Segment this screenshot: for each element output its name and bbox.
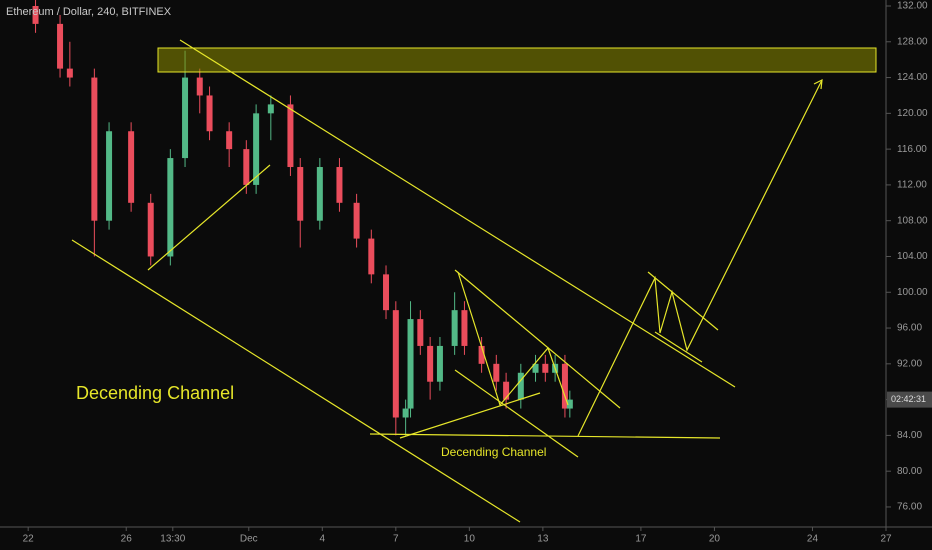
x-tick-label: Dec xyxy=(240,534,258,545)
y-tick-label: 108.00 xyxy=(897,215,928,226)
x-tick-label: 13 xyxy=(537,534,549,545)
candle-body xyxy=(417,319,424,346)
x-tick-label: 22 xyxy=(23,534,35,545)
countdown: 02:42:31 xyxy=(891,394,926,404)
candle-body xyxy=(383,274,390,311)
annotation: Decending Channel xyxy=(76,383,234,403)
x-tick-label: 26 xyxy=(121,534,133,545)
candle-body xyxy=(32,5,39,24)
candle-body xyxy=(167,158,174,257)
candle-body xyxy=(196,77,203,96)
candle-body xyxy=(128,131,135,203)
x-tick-label: 17 xyxy=(635,534,647,545)
x-tick-label: 7 xyxy=(393,534,399,545)
candle-body xyxy=(353,202,360,239)
candle-body xyxy=(566,399,573,409)
candle-body xyxy=(493,363,500,382)
x-tick-label: 20 xyxy=(709,534,721,545)
candle-body xyxy=(461,310,468,346)
trend-line xyxy=(399,392,541,439)
trend-line xyxy=(147,164,271,271)
candle-body xyxy=(243,149,250,185)
y-tick-label: 104.00 xyxy=(897,251,928,262)
wedge-upper xyxy=(454,269,621,409)
candle-body xyxy=(226,131,233,150)
channel-lower xyxy=(71,239,521,523)
annotation: Decending Channel xyxy=(441,445,546,459)
y-tick-label: 84.00 xyxy=(897,430,922,441)
pattern xyxy=(457,271,569,407)
y-tick-label: 128.00 xyxy=(897,36,928,47)
y-tick-label: 120.00 xyxy=(897,108,928,119)
candle-body xyxy=(561,363,568,409)
candle-body xyxy=(503,381,510,400)
y-tick-label: 76.00 xyxy=(897,502,922,513)
candle-body xyxy=(182,77,189,159)
y-tick-label: 124.00 xyxy=(897,72,928,83)
candle-body xyxy=(407,319,414,409)
price-label xyxy=(887,391,932,408)
candle-body xyxy=(532,363,539,373)
x-tick-label: 10 xyxy=(464,534,476,545)
drawings xyxy=(71,39,877,523)
y-tick-label: 132.00 xyxy=(897,1,928,12)
candle-body xyxy=(297,167,304,221)
x-tick-label: 24 xyxy=(807,534,819,545)
chart-title: Ethereum / Dollar, 240, BITFINEX xyxy=(6,6,172,18)
candle-body xyxy=(147,202,154,257)
candle-body xyxy=(57,23,64,69)
candle-body xyxy=(253,113,260,185)
candle-body xyxy=(478,345,485,364)
arrow-head xyxy=(813,78,823,90)
candle-body xyxy=(287,104,294,168)
x-tick-label: 27 xyxy=(880,534,892,545)
y-tick-label: 112.00 xyxy=(897,180,927,191)
x-tick-label: 4 xyxy=(320,534,326,545)
x-tick-label: 13:30 xyxy=(160,534,185,545)
candle-body xyxy=(66,68,73,78)
candle-body xyxy=(451,310,458,346)
candle-body xyxy=(517,372,524,400)
support-line xyxy=(369,433,721,439)
y-tick-label: 96.00 xyxy=(897,323,922,334)
candle-body xyxy=(436,345,443,382)
candle-body xyxy=(368,238,375,275)
channel-upper xyxy=(179,39,736,388)
flag-upper xyxy=(647,271,719,331)
y-tick-label: 116.00 xyxy=(897,144,927,155)
candle-body xyxy=(316,167,323,221)
flag-lower xyxy=(654,331,703,363)
candle-body xyxy=(402,408,409,418)
candle-body xyxy=(267,104,274,114)
candle-body xyxy=(206,95,213,132)
projection xyxy=(577,79,823,437)
candle-body xyxy=(392,310,399,418)
candle-body xyxy=(427,345,434,382)
y-tick-label: 92.00 xyxy=(897,358,922,369)
y-tick-label: 80.00 xyxy=(897,466,922,477)
wedge-lower xyxy=(454,369,579,458)
candle-body xyxy=(91,77,98,221)
candle-body xyxy=(542,363,549,373)
resistance-zone xyxy=(157,47,877,73)
candle-body xyxy=(336,167,343,203)
candles xyxy=(32,0,573,436)
candle-body xyxy=(106,131,113,221)
axes: 132.00 128.00 124.00 120.00 116.00 112.00 108.… xyxy=(23,1,932,545)
y-tick-label: 100.00 xyxy=(897,287,928,298)
